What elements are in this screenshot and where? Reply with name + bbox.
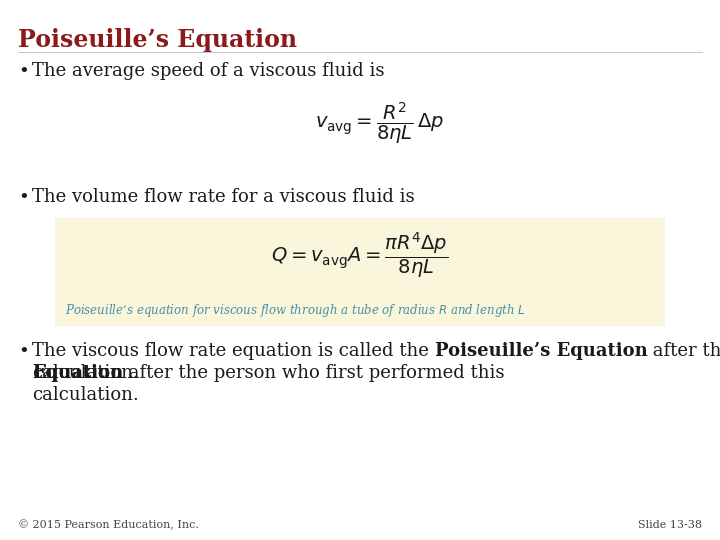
Text: •: • (18, 188, 29, 206)
Text: The volume flow rate for a viscous fluid is: The volume flow rate for a viscous fluid… (32, 188, 415, 206)
Text: © 2015 Pearson Education, Inc.: © 2015 Pearson Education, Inc. (18, 519, 199, 530)
Text: Poiseuille’s Equation: Poiseuille’s Equation (435, 342, 647, 360)
Text: The average speed of a viscous fluid is: The average speed of a viscous fluid is (32, 62, 384, 80)
Text: Poiseuille’s equation for viscous flow through a tube of radius $R$ and length $: Poiseuille’s equation for viscous flow t… (65, 302, 526, 319)
FancyBboxPatch shape (55, 218, 665, 326)
Text: after the person who first performed this: after the person who first performed thi… (647, 342, 720, 360)
Text: $Q = v_{\mathrm{avg}}A = \dfrac{\pi R^4 \Delta p}{8\eta L}$: $Q = v_{\mathrm{avg}}A = \dfrac{\pi R^4 … (271, 230, 449, 280)
Text: •: • (18, 342, 29, 360)
Text: $v_{\mathrm{avg}} = \dfrac{R^2}{8\eta L}\,\Delta p$: $v_{\mathrm{avg}} = \dfrac{R^2}{8\eta L}… (315, 100, 444, 146)
Text: Slide 13-38: Slide 13-38 (638, 520, 702, 530)
Text: calculation.: calculation. (32, 364, 139, 382)
Text: after the person who first performed this: after the person who first performed thi… (123, 364, 505, 382)
Text: Equation: Equation (32, 364, 123, 382)
Text: The viscous flow rate equation is called the: The viscous flow rate equation is called… (32, 342, 435, 360)
Text: calculation.: calculation. (32, 386, 139, 404)
Text: •: • (18, 62, 29, 80)
Text: Equation: Equation (32, 364, 123, 382)
Text: Poiseuille’s Equation: Poiseuille’s Equation (18, 28, 297, 52)
